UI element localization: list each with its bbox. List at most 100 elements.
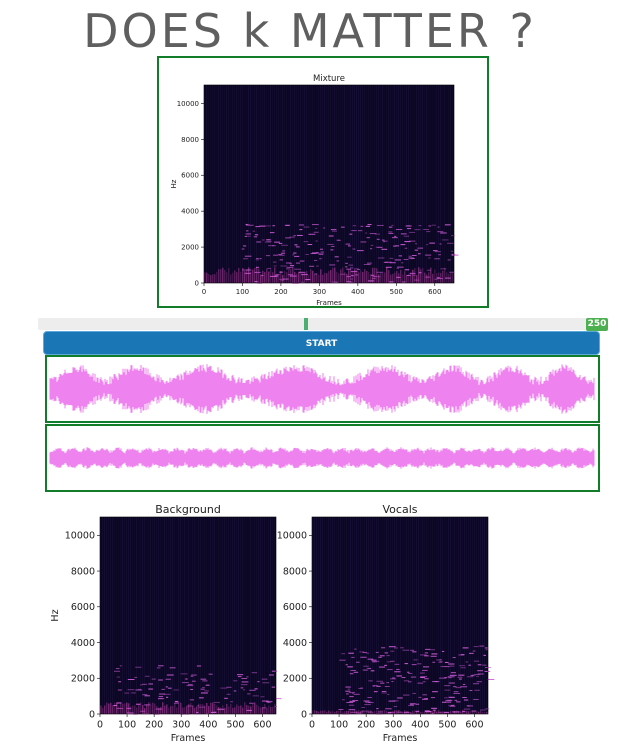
spectrogram-harmonic (279, 271, 283, 273)
spectrogram-streak (422, 517, 423, 714)
spectrogram-harmonic (127, 712, 134, 714)
spectrogram-harmonic (444, 661, 449, 663)
spectrogram-harmonic (367, 280, 374, 282)
spectrogram-harmonic (345, 664, 348, 666)
spectrogram-streak (116, 517, 117, 714)
spectrogram-low-energy (276, 273, 278, 283)
spectrogram-harmonic (424, 698, 428, 700)
spectrogram-harmonic (411, 664, 417, 666)
spectrogram-streak (356, 517, 357, 714)
spectrogram-low-energy (202, 704, 204, 714)
spectrogram-harmonic (348, 264, 353, 266)
spectrogram-harmonic (430, 655, 437, 657)
spectrogram-low-energy (112, 705, 114, 714)
spectrogram-streak (132, 517, 133, 714)
spectrogram-harmonic (458, 678, 462, 680)
spectrogram-harmonic (424, 655, 428, 657)
spectrogram-streak (348, 85, 349, 283)
spectrogram-streak (360, 517, 361, 714)
spectrogram-harmonic (269, 232, 275, 234)
spectrogram-low-energy (264, 703, 266, 714)
spectrogram-streak (406, 517, 407, 714)
spectrogram-low-energy (322, 274, 324, 283)
spectrogram-harmonic (362, 669, 368, 671)
y-tick-label: 8000 (283, 566, 307, 577)
spectrogram-harmonic (381, 248, 388, 250)
spectrogram-low-energy (338, 710, 340, 714)
spectrogram-low-energy (414, 268, 416, 283)
spectrogram-harmonic (273, 265, 277, 267)
spectrogram-streak (432, 517, 433, 714)
spectrogram-harmonic (365, 225, 370, 227)
spectrogram-harmonic (413, 659, 418, 661)
spectrogram-harmonic (433, 250, 438, 252)
spectrogram-harmonic (412, 651, 417, 653)
spectrogram-harmonic (408, 705, 415, 707)
spectrogram-streak (338, 517, 339, 714)
spectrogram-streak (336, 85, 337, 283)
spectrogram-low-energy (306, 271, 308, 283)
spectrogram-low-energy (378, 710, 380, 714)
spectrogram-low-energy (110, 702, 112, 714)
spectrogram-low-energy (364, 269, 366, 283)
spectrogram-harmonic (280, 279, 284, 281)
x-tick-label: 200 (145, 720, 163, 731)
spectrogram-low-energy (278, 273, 280, 283)
spectrogram-harmonic (424, 710, 430, 712)
waveform-panel-top[interactable] (45, 355, 600, 423)
spectrogram-harmonic (410, 676, 417, 678)
spectrogram-harmonic (459, 665, 466, 667)
x-axis-label: Frames (383, 733, 418, 744)
k-slider-handle[interactable] (304, 318, 308, 330)
spectrogram-harmonic (445, 700, 452, 702)
spectrogram-streak (444, 85, 445, 283)
spectrogram-streak (410, 85, 411, 283)
spectrogram-low-energy (288, 269, 290, 283)
spectrogram-harmonic (249, 689, 256, 691)
spectrogram-streak (216, 517, 217, 714)
spectrogram-harmonic (477, 664, 482, 666)
spectrogram-low-energy (166, 704, 168, 714)
spectrogram-low-energy (342, 711, 344, 714)
spectrogram-low-energy (358, 272, 360, 283)
spectrogram-harmonic (438, 254, 441, 256)
spectrogram-harmonic (415, 710, 420, 712)
spectrogram-low-energy (426, 711, 428, 714)
k-slider-track[interactable] (38, 318, 608, 330)
spectrogram-low-energy (148, 702, 150, 714)
spectrogram-streak (406, 85, 407, 283)
spectrogram-harmonic (360, 687, 363, 689)
spectrogram-harmonic (226, 693, 231, 695)
spectrogram-low-energy (384, 272, 386, 283)
spectrogram-low-energy (452, 272, 454, 283)
spectrogram-harmonic (393, 706, 398, 708)
waveform-panel-bottom[interactable] (45, 424, 600, 492)
spectrogram-harmonic (313, 231, 319, 233)
spectrogram-low-energy (304, 273, 306, 283)
spectrogram-low-energy (450, 710, 452, 714)
spectrogram-low-energy (386, 711, 388, 714)
spectrogram-harmonic (197, 705, 200, 707)
spectrogram-harmonic (262, 682, 270, 684)
spectrogram-harmonic (251, 672, 258, 674)
spectrogram-streak (228, 517, 229, 714)
spectrogram-streak (202, 517, 203, 714)
spectrogram-harmonic (426, 244, 429, 246)
spectrogram-harmonic (418, 696, 422, 698)
spectrogram-streak (360, 85, 361, 283)
spectrogram-harmonic (439, 677, 447, 679)
spectrogram-streak (432, 85, 433, 283)
spectrogram-harmonic (274, 241, 281, 243)
spectrogram-harmonic (367, 696, 372, 698)
x-tick-label: 400 (351, 288, 364, 296)
spectrogram-harmonic (356, 661, 360, 663)
spectrogram-streak (172, 517, 173, 714)
mixture-spectrogram-chart: 0 100 200 300 400 500 600020004000600080001000… (170, 74, 459, 307)
spectrogram-harmonic (388, 226, 393, 228)
spectrogram-streak (178, 517, 179, 714)
spectrogram-streak (282, 85, 283, 283)
spectrogram-harmonic (352, 248, 356, 250)
spectrogram-texture (312, 517, 495, 715)
start-button[interactable]: START (43, 331, 600, 355)
spectrogram-harmonic (465, 661, 469, 663)
